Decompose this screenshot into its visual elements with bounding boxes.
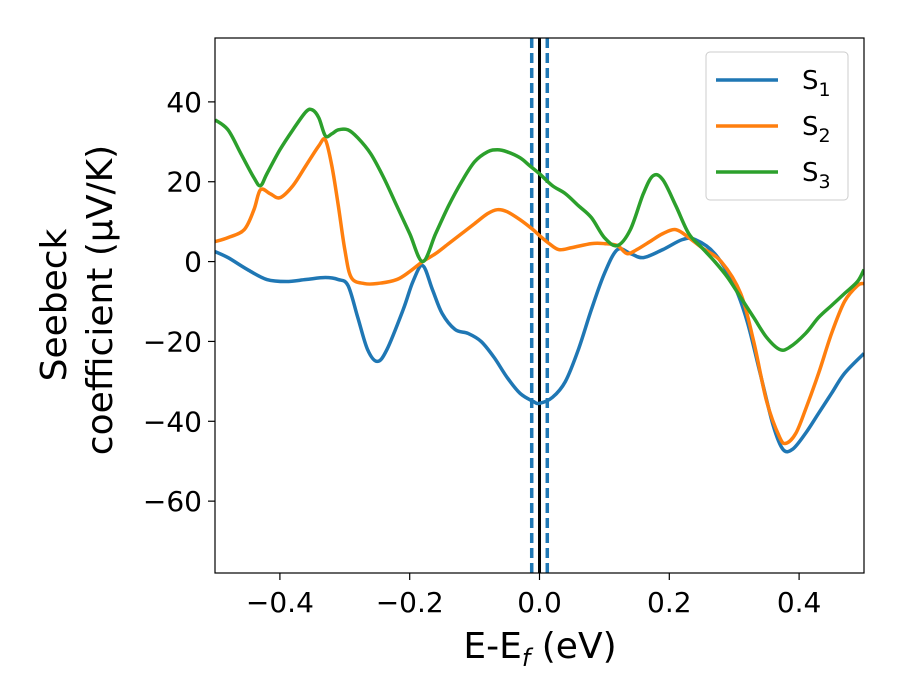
x-tick-label: −0.2 bbox=[376, 586, 444, 619]
y-tick-label: −60 bbox=[143, 485, 202, 518]
y-axis-title-line1: Seebeck bbox=[34, 228, 75, 381]
legend-label-s1: S1 bbox=[802, 66, 831, 101]
x-axis-title-main: E-E bbox=[463, 626, 521, 667]
x-tick-label: 0.2 bbox=[647, 586, 692, 619]
y-axis-title-line2: coefficient (μV/K) bbox=[80, 145, 121, 455]
legend-label-s3: S3 bbox=[802, 158, 831, 193]
y-tick-label: 0 bbox=[184, 246, 202, 279]
legend-label-s2: S2 bbox=[802, 112, 831, 147]
x-tick-label: −0.4 bbox=[246, 586, 314, 619]
series-lines bbox=[215, 107, 864, 454]
x-tick-label: 0.0 bbox=[517, 586, 562, 619]
series-line-s2 bbox=[215, 136, 864, 446]
y-tick-label: −20 bbox=[143, 325, 202, 358]
y-tick-label: 40 bbox=[166, 86, 202, 119]
x-axis-title-unit: (eV) bbox=[530, 626, 616, 667]
legend: S1 S2 S3 bbox=[705, 51, 849, 201]
x-axis-title: E-Ef (eV) bbox=[463, 626, 616, 672]
y-tick-label: −40 bbox=[143, 405, 202, 438]
y-tick-label: 20 bbox=[166, 166, 202, 199]
reference-lines bbox=[529, 38, 550, 573]
axis-ticks: −0.4 −0.2 0.0 0.2 0.4 −60 −40 −20 0 20 40 bbox=[143, 86, 821, 619]
series-line-s3 bbox=[215, 107, 864, 352]
x-tick-label: 0.4 bbox=[777, 586, 822, 619]
